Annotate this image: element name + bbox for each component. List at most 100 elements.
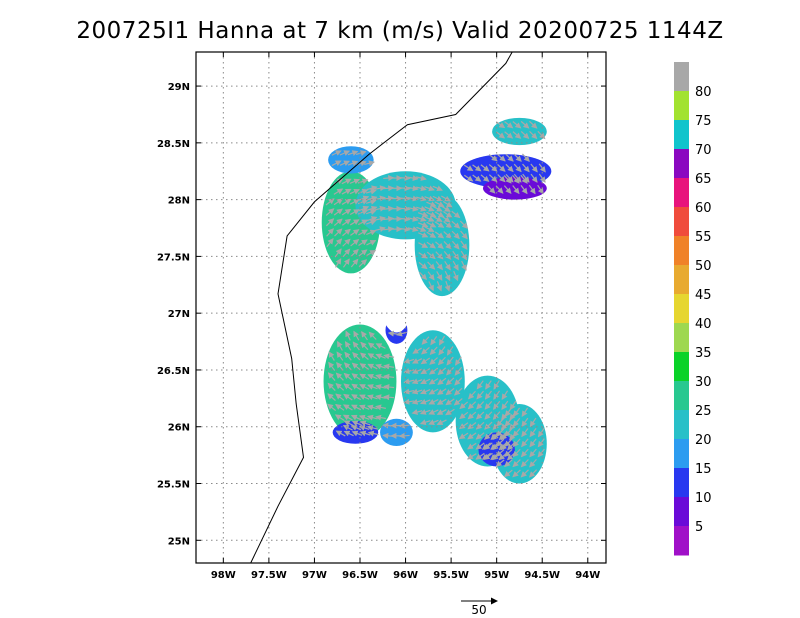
wind-vector-189 [360, 341, 369, 351]
wind-vector-29 [349, 199, 360, 205]
wind-vector-143 [460, 250, 468, 261]
lat-tick-label: 25.5N [157, 480, 190, 491]
wind-vector-354 [497, 174, 506, 183]
wind-vector-84 [416, 216, 427, 222]
wind-vector-263 [454, 366, 463, 376]
lon-tick-label: 97.5W [251, 570, 287, 581]
wind-vector-382 [504, 131, 514, 139]
colorbar-segment [674, 207, 689, 237]
wind-vector-114 [426, 221, 437, 228]
wind-vector-256 [445, 377, 455, 386]
wind-vector-390 [537, 130, 546, 140]
wind-vector-298 [493, 390, 501, 400]
lon-tick-label: 95.5W [433, 570, 469, 581]
colorbar-segment [674, 62, 689, 92]
colorbar-label: 10 [695, 491, 712, 506]
wind-vector-187 [359, 363, 370, 370]
wind-vector-274 [467, 401, 477, 410]
wind-vector-251 [438, 346, 446, 356]
wind-vector-106 [417, 221, 429, 228]
lat-tick-label: 27N [168, 309, 190, 320]
wind-vector-11 [333, 198, 344, 206]
wind-vector-14 [342, 258, 350, 268]
wind-vector-152 [328, 351, 335, 361]
wind-vector-41 [366, 249, 377, 257]
wind-vector-376 [520, 185, 528, 195]
wind-vector-343 [537, 438, 545, 448]
wind-vector-33 [358, 249, 368, 257]
wind-vector-99 [441, 205, 451, 212]
wind-vector-397 [359, 420, 371, 427]
wind-vector-58 [375, 185, 386, 192]
wind-vector-351 [488, 174, 498, 183]
wind-vector-286 [483, 432, 493, 440]
wind-vector-119 [435, 261, 443, 271]
wind-vector-237 [428, 398, 439, 405]
wind-vector-342 [537, 448, 545, 458]
wind-vector-27 [349, 219, 360, 226]
wind-vector-345 [463, 174, 474, 182]
colorbar-segment [674, 526, 689, 556]
wind-vector-72 [399, 215, 411, 222]
lon-tick-label: 96.5W [342, 570, 378, 581]
wind-vector-75 [399, 185, 411, 192]
wind-vector-190 [361, 331, 368, 341]
wind-vector-244 [436, 419, 447, 425]
wind-vector-411 [331, 160, 342, 167]
wind-vector-168 [344, 351, 352, 361]
colorbar-label: 40 [695, 317, 712, 332]
colorbar-label: 70 [695, 143, 712, 158]
wind-vector-299 [493, 380, 500, 390]
wind-vector-10 [333, 208, 343, 216]
wind-vector-32 [358, 259, 368, 268]
wind-vector-381 [495, 121, 506, 129]
wind-vector-415 [347, 160, 359, 167]
wind-vector-418 [355, 150, 367, 156]
wind-vector-254 [445, 398, 455, 406]
wind-vector-405 [498, 442, 508, 451]
wind-vector-270 [467, 442, 477, 450]
wind-vector-12 [333, 188, 344, 195]
wind-vector-268 [459, 401, 469, 410]
colorbar-label: 50 [695, 259, 712, 274]
wind-vector-93 [424, 185, 435, 192]
wind-vector-398 [367, 430, 379, 437]
wind-vector-16 [342, 238, 351, 247]
lat-tick-label: 27.5N [157, 252, 190, 263]
wind-vector-319 [504, 428, 513, 437]
colorbar-label: 80 [695, 85, 712, 100]
wind-vector-85 [416, 205, 427, 212]
wind-vector-164 [343, 393, 353, 401]
wind-vector-290 [484, 390, 492, 400]
wind-vector-249 [437, 367, 447, 376]
wind-vector-352 [488, 164, 498, 172]
wind-vector-178 [352, 352, 361, 361]
wind-vector-109 [427, 271, 435, 281]
lon-tick-label: 98W [211, 570, 236, 581]
wind-vector-134 [442, 201, 453, 208]
wind-vector-314 [496, 418, 505, 427]
wind-vector-51 [366, 205, 378, 212]
colorbar-segment [674, 236, 689, 266]
wind-vector-317 [504, 448, 513, 458]
colorbar-label: 35 [695, 346, 712, 361]
wind-vector-312 [495, 438, 505, 447]
wind-vector-402 [490, 442, 499, 451]
wind-vector-403 [490, 431, 499, 440]
wind-vector-399 [481, 452, 491, 460]
wind-vector-323 [512, 459, 521, 468]
wind-vector-347 [472, 174, 482, 182]
wind-vector-26 [350, 229, 360, 236]
colorbar-segment [674, 323, 689, 353]
wind-vector-322 [512, 469, 521, 478]
wind-vector-375 [512, 175, 520, 184]
wind-vector-378 [528, 184, 536, 195]
reference-vector: 50 [461, 597, 498, 617]
colorbar-segment [674, 294, 689, 324]
wind-vector-336 [528, 469, 538, 478]
wind-vector-412 [331, 150, 342, 156]
wind-vector-148 [327, 393, 336, 401]
wind-vector-157 [335, 372, 344, 381]
wind-vector-296 [492, 411, 501, 420]
colorbar-label: 15 [695, 462, 712, 477]
